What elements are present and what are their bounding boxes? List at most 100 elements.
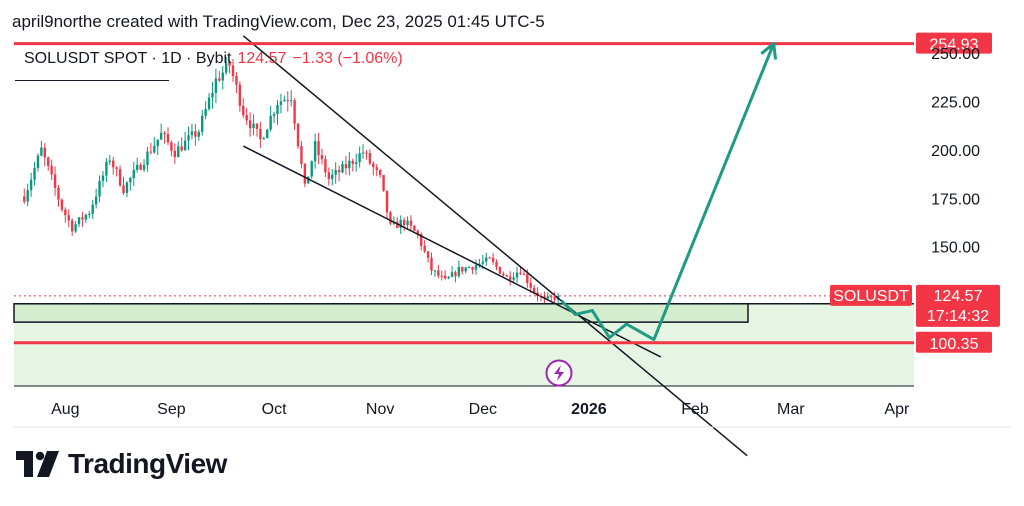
candle — [272, 111, 276, 123]
candle-body — [348, 160, 351, 169]
candle — [358, 146, 361, 168]
candle-body — [389, 212, 392, 224]
candle — [64, 207, 67, 223]
candle-body — [327, 172, 331, 180]
candle-body — [53, 174, 57, 188]
symbol-price-badge-label: SOLUSDT — [833, 288, 909, 305]
x-tick-label: Dec — [469, 401, 497, 418]
candle — [334, 162, 337, 184]
candle — [283, 95, 286, 102]
candle-body — [170, 142, 173, 151]
candle — [341, 160, 344, 174]
candle-body — [70, 220, 74, 232]
candle — [471, 266, 474, 275]
candle-body — [207, 97, 211, 109]
candle — [115, 166, 118, 177]
candle-body — [77, 217, 81, 225]
candle-body — [317, 141, 320, 156]
candle — [228, 60, 231, 74]
current-price-badge — [916, 284, 1000, 327]
axes-layer: 150.00 175.00 200.00 225.00 250.00 Aug Sep Oct N… — [14, 46, 1010, 428]
candle-body — [177, 146, 180, 158]
zone-layer — [13, 303, 914, 387]
candle-body — [91, 204, 94, 214]
candle — [529, 277, 532, 293]
channel-lower-line[interactable] — [242, 145, 662, 358]
resistance-level-label: 254.93 — [930, 37, 979, 54]
candle — [74, 220, 77, 233]
y-tick-label: 150.00 — [931, 240, 980, 257]
candle-body — [26, 190, 29, 202]
candle — [389, 210, 392, 226]
tradingview-logo[interactable]: TradingView — [16, 448, 227, 480]
candle-body — [33, 168, 36, 180]
symbol-legend[interactable]: SOLUSDT SPOT · 1D · Bybit 124.57 −1.33 (−1… — [24, 50, 403, 68]
candle — [221, 66, 224, 90]
candle — [101, 171, 105, 188]
candle — [214, 68, 218, 104]
candle-body — [515, 272, 519, 278]
candle-body — [204, 108, 207, 116]
candle-body — [413, 225, 416, 231]
candle — [57, 185, 60, 207]
candle-body — [471, 267, 474, 270]
candle-body — [194, 131, 197, 137]
candle — [461, 266, 464, 275]
candle — [505, 274, 508, 277]
candle — [457, 260, 461, 279]
candle-body — [522, 273, 526, 275]
candle-body — [289, 100, 293, 102]
candle-body — [426, 251, 430, 258]
candle — [515, 266, 519, 283]
candle — [385, 190, 389, 218]
candle — [313, 133, 317, 169]
candle-body — [546, 296, 550, 299]
candle — [43, 143, 46, 167]
candle — [279, 93, 283, 114]
candle — [33, 161, 36, 186]
candle — [170, 140, 173, 157]
candle-body — [57, 187, 60, 200]
candle — [159, 123, 163, 140]
support-level-label: 100.35 — [930, 336, 979, 353]
candle — [180, 137, 183, 152]
candle — [406, 216, 409, 230]
candle-body — [242, 105, 245, 116]
projection-layer — [560, 42, 778, 342]
x-tick-label: Feb — [681, 401, 709, 418]
candle — [368, 149, 372, 166]
candle-body — [153, 145, 156, 153]
levels-layer: 254.93 100.35 SOLUSDT 124.57 17:14:32 — [14, 32, 1000, 353]
candle-body — [488, 257, 491, 259]
candle-body — [481, 261, 485, 264]
demand-zone[interactable] — [13, 303, 749, 323]
candle — [495, 259, 498, 271]
candle-body — [173, 150, 177, 158]
candle — [166, 127, 170, 146]
candle — [266, 128, 269, 139]
channel-upper-line[interactable] — [242, 35, 569, 308]
candle-body — [214, 78, 218, 93]
candle-body — [286, 100, 289, 102]
candle-body — [467, 267, 471, 269]
legend-divider — [15, 80, 169, 81]
candle — [112, 156, 115, 175]
candle-body — [550, 296, 553, 298]
symbol-name: SOLUSDT SPOT · 1D · Bybit — [24, 50, 232, 67]
candle — [259, 121, 262, 148]
candle-body — [183, 140, 187, 151]
candle-body — [368, 153, 372, 164]
candle-body — [283, 100, 286, 102]
candle-body — [279, 101, 283, 105]
projection-path[interactable] — [560, 42, 776, 342]
y-tick-label: 175.00 — [931, 191, 980, 208]
candle — [98, 175, 101, 203]
candle — [224, 56, 228, 75]
projection-arrowhead — [760, 42, 778, 60]
candle — [118, 165, 122, 187]
channel-upper-extension[interactable] — [567, 306, 748, 457]
candle-body — [231, 65, 235, 77]
candle-body — [67, 215, 70, 221]
candle — [135, 157, 139, 173]
